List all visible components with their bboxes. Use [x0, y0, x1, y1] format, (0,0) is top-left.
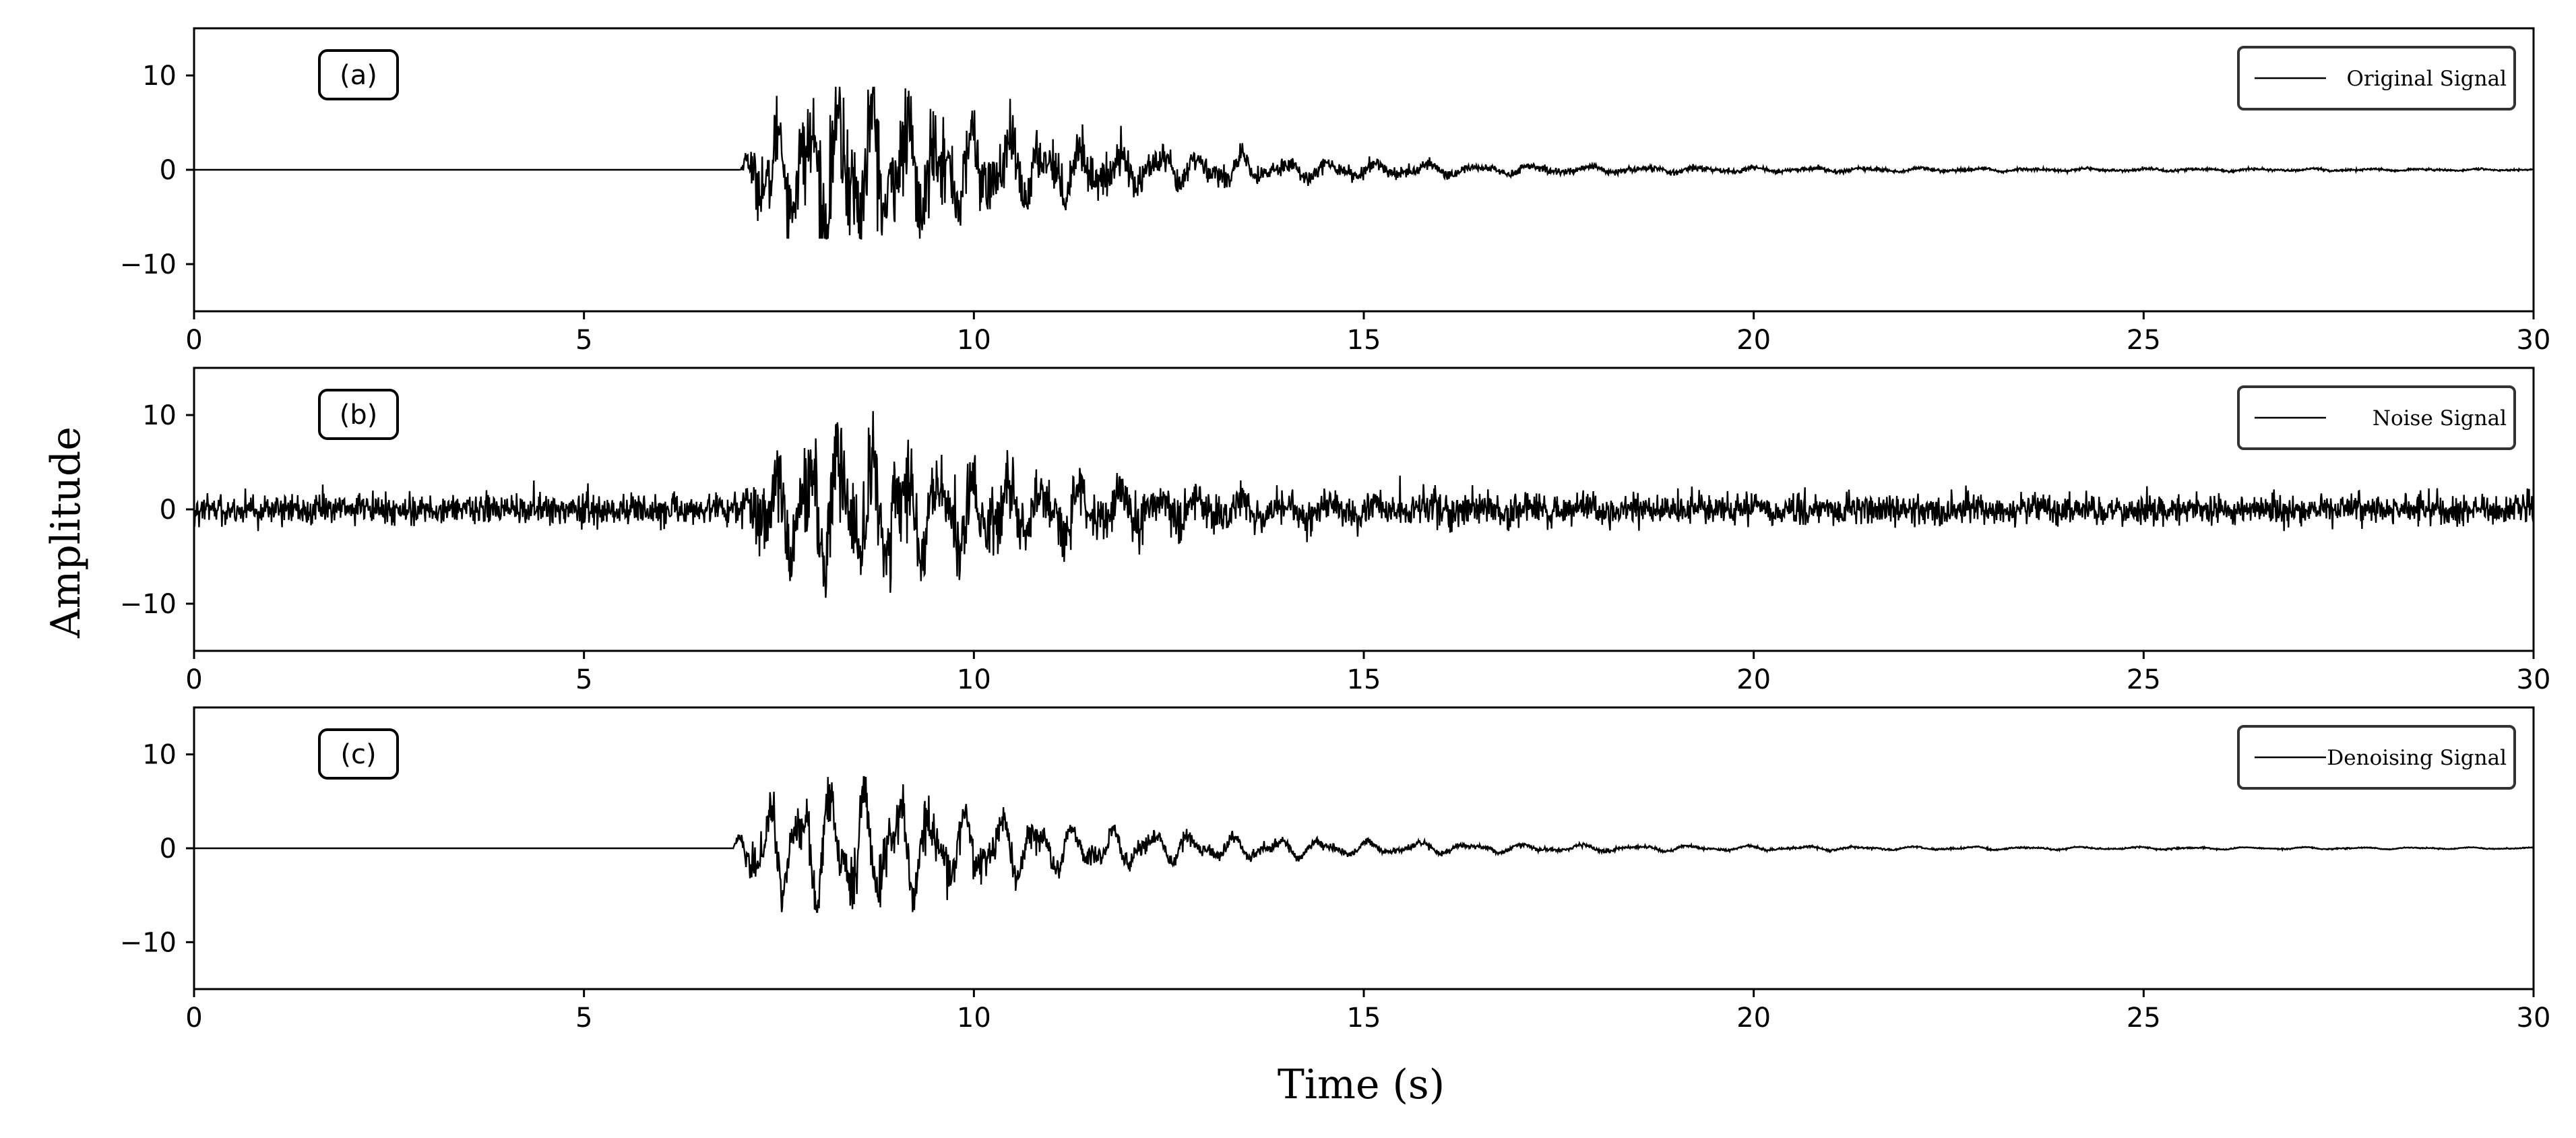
- x-tick-label: 25: [2127, 325, 2161, 356]
- panel-tag-box: [318, 389, 399, 440]
- legend-label: Original Signal: [2347, 67, 2507, 91]
- y-tick-label: 10: [142, 740, 177, 771]
- x-tick-label: 15: [1347, 664, 1381, 695]
- x-tick-label: 5: [575, 664, 592, 695]
- panels-layer: −10 0 10 0 5 10 15 20 25 30 (a) Original Signal −10 0…: [120, 27, 2551, 1034]
- legend-label: Noise Signal: [2373, 406, 2507, 431]
- x-tick-label: 0: [185, 664, 202, 695]
- x-tick-label: 20: [1736, 325, 1771, 356]
- x-tick-label: 30: [2517, 664, 2551, 695]
- x-tick-label: 25: [2127, 1003, 2161, 1034]
- y-tick-label: −10: [120, 927, 177, 958]
- y-tick-label: −10: [120, 589, 177, 620]
- y-tick-label: 0: [160, 155, 177, 186]
- legend-label: Denoising Signal: [2327, 746, 2507, 770]
- legend-box: [2237, 46, 2516, 110]
- panel-tag-box: [318, 728, 399, 780]
- y-axis-title: Amplitude: [42, 426, 90, 639]
- series-line-c: [194, 776, 2534, 914]
- y-tick-label: 10: [142, 400, 177, 431]
- x-tick-label: 20: [1736, 664, 1771, 695]
- x-axis-title: Time (s): [1278, 1061, 1445, 1108]
- y-tick-label: 10: [142, 61, 177, 92]
- x-tick-label: 25: [2127, 664, 2161, 695]
- x-tick-label: 0: [185, 1003, 202, 1034]
- panel-a: −10 0 10 0 5 10 15 20 25 30 (a) Original Signal: [120, 27, 2551, 356]
- x-tick-label: 5: [575, 325, 592, 356]
- x-tick-label: 20: [1736, 1003, 1771, 1034]
- panel-b: −10 0 10 0 5 10 15 20 25 30 (b) Noise Signal: [120, 367, 2551, 695]
- panel-tag: (c): [340, 739, 376, 770]
- x-tick-label: 10: [957, 325, 991, 356]
- y-tick-label: 0: [160, 833, 177, 864]
- legend-box: [2237, 725, 2516, 790]
- panel-c: −10 0 10 0 5 10 15 20 25 30 (c) Denoising Signal: [120, 706, 2551, 1034]
- x-tick-label: 30: [2517, 1003, 2551, 1034]
- y-tick-label: 0: [160, 495, 177, 526]
- x-tick-label: 15: [1347, 1003, 1381, 1034]
- panel-tag-box: [318, 49, 399, 100]
- series-line-b: [193, 411, 2535, 598]
- x-tick-label: 5: [575, 1003, 592, 1034]
- x-tick-label: 15: [1347, 325, 1381, 356]
- x-tick-label: 10: [957, 1003, 991, 1034]
- panel-tag: (a): [340, 60, 377, 91]
- x-tick-label: 10: [957, 664, 991, 695]
- panel-tag: (b): [340, 400, 378, 431]
- x-tick-label: 30: [2517, 325, 2551, 356]
- legend-box: [2237, 385, 2516, 450]
- x-tick-label: 0: [185, 325, 202, 356]
- series-line-a: [194, 86, 2534, 240]
- y-tick-label: −10: [120, 249, 177, 280]
